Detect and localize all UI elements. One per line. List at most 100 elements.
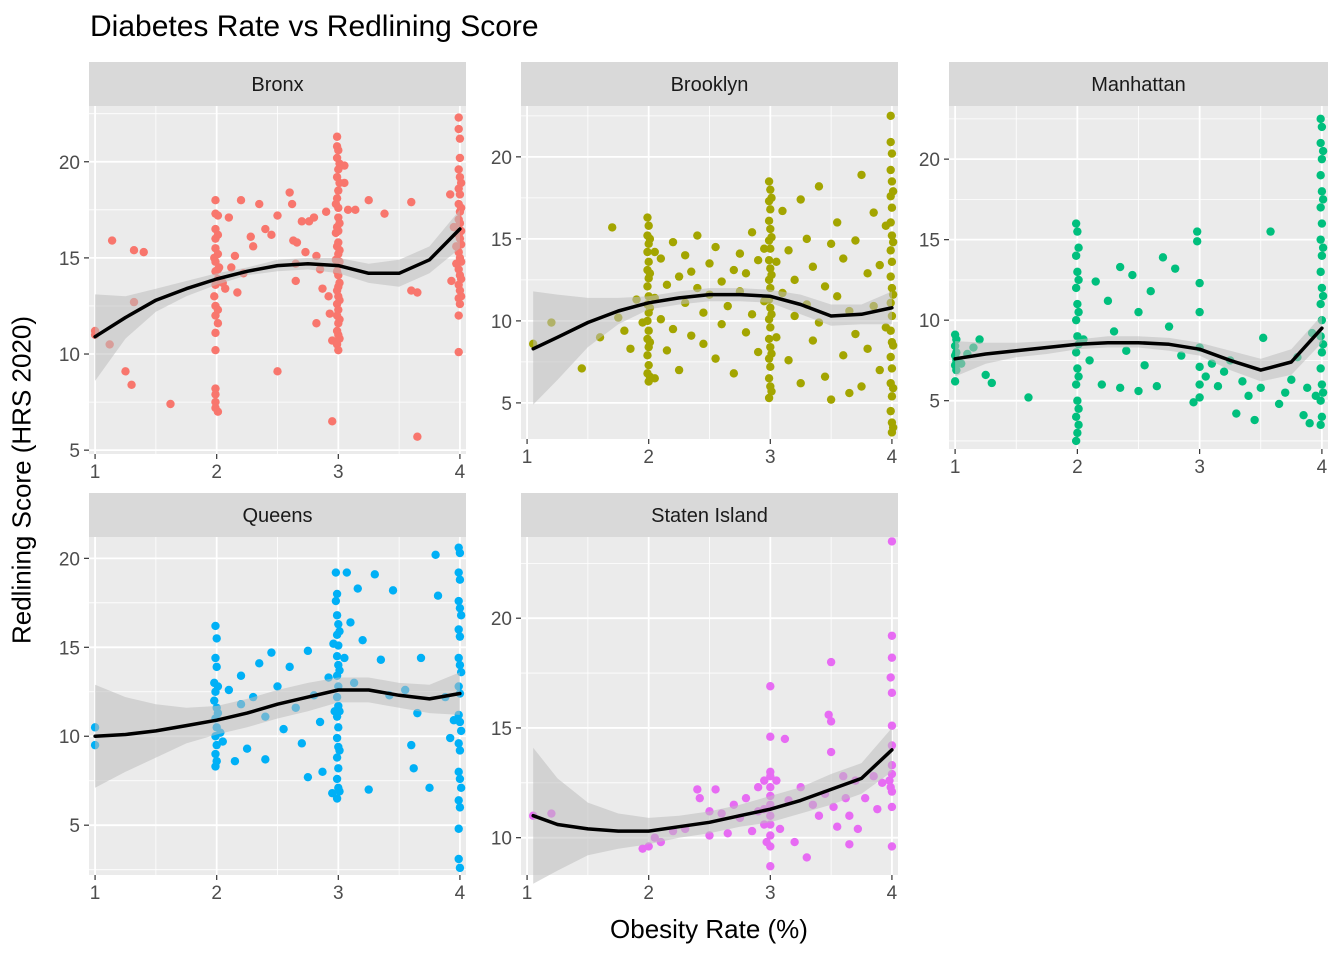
data-point xyxy=(645,269,655,278)
y-tick-label: 10 xyxy=(491,312,512,333)
data-point xyxy=(887,177,897,186)
data-point xyxy=(340,178,349,188)
data-point xyxy=(1189,398,1198,407)
data-point xyxy=(723,829,732,838)
data-point xyxy=(760,244,769,253)
data-point xyxy=(1316,114,1325,124)
data-point xyxy=(1318,388,1328,397)
data-point xyxy=(887,231,897,240)
data-point xyxy=(445,190,455,199)
data-point xyxy=(975,335,984,344)
data-point xyxy=(1318,146,1328,156)
y-tick-label: 20 xyxy=(491,609,512,630)
data-point xyxy=(454,347,463,357)
data-point xyxy=(212,740,221,750)
data-point xyxy=(211,653,220,663)
data-point xyxy=(747,228,757,237)
data-point xyxy=(213,249,223,259)
data-point xyxy=(1152,381,1162,391)
data-point xyxy=(863,344,872,353)
x-tick-label: 2 xyxy=(211,883,222,904)
data-point xyxy=(343,205,353,215)
data-point xyxy=(1318,291,1328,301)
data-point xyxy=(407,197,416,207)
data-point xyxy=(1256,383,1265,393)
data-point xyxy=(766,323,775,332)
data-point xyxy=(1317,154,1327,164)
data-point xyxy=(332,132,342,141)
data-point xyxy=(236,671,246,680)
data-point xyxy=(285,662,294,672)
data-point xyxy=(680,251,690,260)
data-point xyxy=(224,685,234,695)
data-point xyxy=(886,673,895,682)
data-point xyxy=(210,696,219,705)
data-point xyxy=(699,339,708,349)
data-point xyxy=(287,199,297,209)
data-point xyxy=(127,380,136,389)
data-point xyxy=(645,234,655,244)
data-point xyxy=(413,288,422,297)
y-axis-title: Redlining Score (HRS 2020) xyxy=(6,315,37,645)
facet-manhattan: Manhattan 5 10 15 20 1 2 3 4 xyxy=(919,62,1328,478)
data-point xyxy=(332,794,342,803)
data-point xyxy=(340,653,349,663)
data-point xyxy=(741,328,751,337)
data-point xyxy=(764,393,774,403)
data-point xyxy=(332,733,342,743)
data-point xyxy=(1109,327,1119,336)
data-point xyxy=(662,280,672,290)
data-point xyxy=(717,319,726,329)
data-point xyxy=(212,662,221,672)
confidence-band xyxy=(533,288,892,405)
data-point xyxy=(766,831,775,840)
data-point xyxy=(455,660,465,670)
data-point xyxy=(456,292,466,301)
data-point xyxy=(887,537,897,546)
data-point xyxy=(839,254,848,263)
data-point xyxy=(644,360,653,370)
data-point xyxy=(643,213,652,222)
data-point xyxy=(888,187,898,196)
data-point xyxy=(1316,138,1325,148)
data-point xyxy=(824,710,833,719)
data-point xyxy=(267,648,276,657)
data-point xyxy=(1316,235,1325,244)
data-point xyxy=(221,284,230,293)
data-point xyxy=(211,196,220,205)
y-tick-label: 15 xyxy=(919,231,940,252)
y-tick-label: 10 xyxy=(491,829,512,850)
data-point xyxy=(764,334,774,344)
y-tick-label: 10 xyxy=(919,311,940,332)
data-point xyxy=(778,206,787,216)
data-point xyxy=(261,755,270,764)
data-point xyxy=(753,347,763,357)
data-point xyxy=(318,284,327,293)
data-point xyxy=(1259,333,1268,343)
data-point xyxy=(224,213,234,222)
data-point xyxy=(693,785,702,794)
data-point xyxy=(832,292,842,301)
smooth-line xyxy=(93,227,462,339)
data-point xyxy=(332,774,342,784)
data-point xyxy=(674,365,684,375)
smooth-line xyxy=(531,748,894,833)
data-point xyxy=(790,275,799,285)
x-tick-label: 3 xyxy=(333,883,344,904)
data-point xyxy=(328,788,337,798)
data-point xyxy=(447,276,456,286)
data-point xyxy=(780,734,790,744)
data-point xyxy=(325,309,334,318)
data-point xyxy=(674,272,684,281)
data-point xyxy=(211,384,220,393)
data-point xyxy=(342,568,352,577)
facet-brooklyn: Brooklyn 5 10 15 20 1 2 3 4 xyxy=(491,62,898,468)
data-point xyxy=(455,863,465,873)
data-point xyxy=(1071,283,1081,293)
data-point xyxy=(729,369,739,378)
x-tick-label: 1 xyxy=(90,883,101,904)
data-point xyxy=(455,774,465,784)
data-point xyxy=(456,274,466,284)
